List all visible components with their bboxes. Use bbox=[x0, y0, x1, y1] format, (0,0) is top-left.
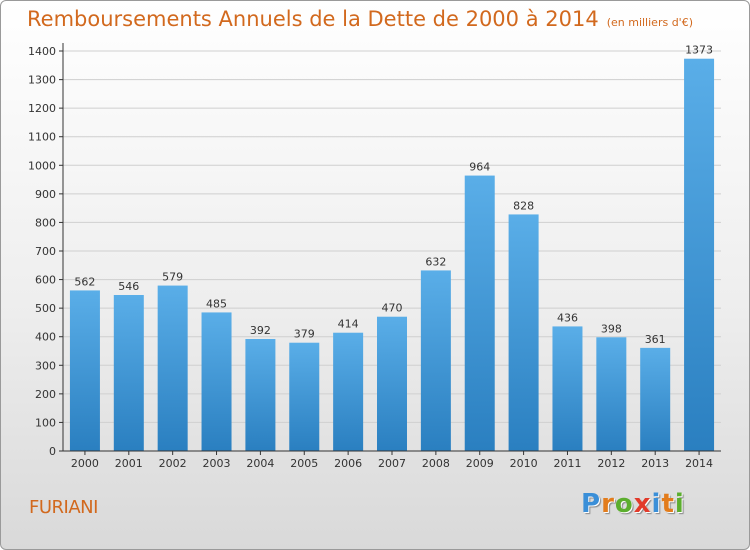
bar bbox=[596, 337, 627, 451]
bar bbox=[69, 290, 100, 451]
bar bbox=[420, 270, 451, 451]
bar bbox=[201, 312, 232, 451]
bar bbox=[157, 285, 188, 451]
bar-value-label: 392 bbox=[250, 324, 271, 337]
y-tick-label: 100 bbox=[35, 416, 56, 429]
bar-value-label: 379 bbox=[294, 328, 315, 341]
logo-letter: i bbox=[674, 489, 685, 519]
logo-letter: t bbox=[661, 489, 675, 519]
x-tick-label: 2004 bbox=[246, 457, 274, 470]
logo-letter: i bbox=[651, 489, 662, 519]
bar-value-label: 828 bbox=[513, 199, 534, 212]
bar bbox=[289, 342, 320, 451]
logo-letter: x bbox=[633, 489, 652, 519]
y-tick-label: 1100 bbox=[28, 131, 56, 144]
chart-title: Remboursements Annuels de la Dette de 20… bbox=[27, 7, 693, 31]
logo-letter: r bbox=[601, 489, 615, 519]
y-tick-label: 500 bbox=[35, 302, 56, 315]
y-tick-label: 0 bbox=[49, 445, 56, 458]
bar bbox=[684, 58, 715, 451]
bar bbox=[113, 295, 144, 451]
chart-title-text: Remboursements Annuels de la Dette de 20… bbox=[27, 7, 599, 31]
proxiti-logo: Proxiti bbox=[581, 489, 685, 519]
bar-value-label: 562 bbox=[74, 275, 95, 288]
x-tick-label: 2002 bbox=[159, 457, 187, 470]
bar-value-label: 632 bbox=[425, 255, 446, 268]
x-tick-label: 2005 bbox=[290, 457, 318, 470]
bar bbox=[552, 326, 583, 451]
x-tick-label: 2003 bbox=[203, 457, 231, 470]
y-tick-label: 600 bbox=[35, 274, 56, 287]
bar bbox=[640, 347, 671, 451]
x-tick-label: 2010 bbox=[510, 457, 538, 470]
bar-value-label: 436 bbox=[557, 311, 578, 324]
y-tick-label: 300 bbox=[35, 359, 56, 372]
y-tick-label: 1000 bbox=[28, 159, 56, 172]
bar-value-label: 1373 bbox=[685, 44, 713, 57]
bar bbox=[508, 214, 539, 451]
bar-value-label: 579 bbox=[162, 271, 183, 284]
bar bbox=[245, 339, 276, 451]
logo-letter: P bbox=[581, 489, 602, 519]
bar-value-label: 546 bbox=[118, 280, 139, 293]
x-tick-label: 2001 bbox=[115, 457, 143, 470]
x-tick-label: 2013 bbox=[641, 457, 669, 470]
commune-name: FURIANI bbox=[29, 497, 98, 518]
bar bbox=[377, 316, 407, 451]
x-tick-label: 2000 bbox=[71, 457, 99, 470]
bar-value-label: 414 bbox=[338, 318, 359, 331]
logo-letter: o bbox=[614, 489, 634, 519]
x-tick-label: 2012 bbox=[597, 457, 625, 470]
bar bbox=[333, 332, 364, 451]
bar-value-label: 964 bbox=[469, 161, 490, 174]
x-tick-label: 2008 bbox=[422, 457, 450, 470]
y-tick-label: 900 bbox=[35, 188, 56, 201]
bar bbox=[464, 175, 495, 452]
x-tick-label: 2006 bbox=[334, 457, 362, 470]
chart-unit-note: (en milliers d'€) bbox=[606, 16, 693, 29]
y-tick-label: 700 bbox=[35, 245, 56, 258]
bar-value-label: 470 bbox=[382, 302, 403, 315]
x-tick-label: 2014 bbox=[685, 457, 713, 470]
x-tick-label: 2007 bbox=[378, 457, 406, 470]
bar-value-label: 485 bbox=[206, 297, 227, 310]
bar-value-label: 361 bbox=[645, 333, 666, 346]
x-tick-label: 2011 bbox=[553, 457, 581, 470]
bar-value-label: 398 bbox=[601, 322, 622, 335]
y-tick-label: 1300 bbox=[28, 74, 56, 87]
y-tick-label: 1400 bbox=[28, 45, 56, 58]
y-tick-label: 800 bbox=[35, 216, 56, 229]
x-tick-label: 2009 bbox=[466, 457, 494, 470]
y-tick-label: 200 bbox=[35, 388, 56, 401]
y-tick-label: 400 bbox=[35, 331, 56, 344]
y-tick-label: 1200 bbox=[28, 102, 56, 115]
